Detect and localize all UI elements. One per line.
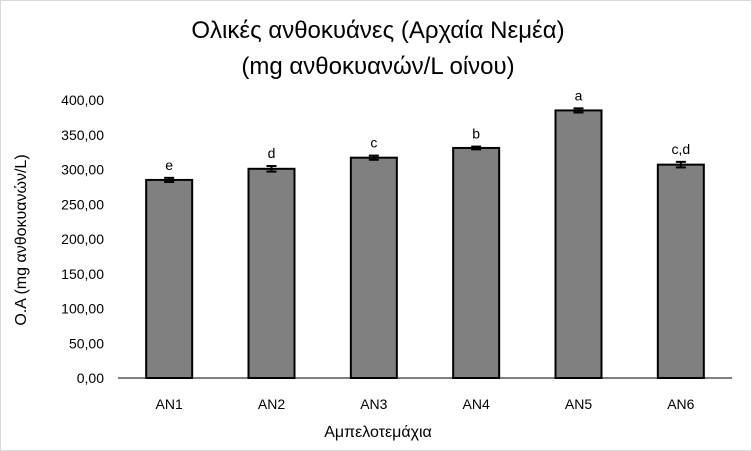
bar-an1 xyxy=(145,178,194,379)
significance-label-an6: c,d xyxy=(671,141,690,157)
bars-group xyxy=(145,109,705,380)
x-tick-label: AN6 xyxy=(667,396,694,412)
significance-labels: e d c b a c,d xyxy=(165,87,690,173)
y-tick-label: 0,00 xyxy=(77,370,104,386)
error-bar-an4 xyxy=(471,145,482,151)
significance-label-an4: b xyxy=(472,126,480,142)
error-bars-group xyxy=(164,107,686,184)
x-tick-label: AN4 xyxy=(463,396,490,412)
y-tick-label: 100,00 xyxy=(61,301,104,317)
y-tick-label: 300,00 xyxy=(61,162,104,178)
x-axis-label: Αμπελοτεμάχια xyxy=(324,424,432,441)
y-tick-label: 350,00 xyxy=(61,127,104,143)
y-tick-label: 200,00 xyxy=(61,231,104,247)
x-tick-label: AN2 xyxy=(258,396,285,412)
x-tick-label: AN5 xyxy=(565,396,592,412)
bar-an3 xyxy=(349,156,398,379)
error-bar-an6 xyxy=(675,160,686,169)
y-tick-label: 400,00 xyxy=(61,92,104,108)
significance-label-an3: c xyxy=(370,135,377,151)
x-tick-label: AN3 xyxy=(360,396,387,412)
chart-title-line-1: Ολικές ανθοκυάνες (Αρχαία Νεμέα) xyxy=(191,17,564,44)
chart-title-line-2: (mg ανθοκυανών/L οίνου) xyxy=(241,53,514,80)
error-bar-an1 xyxy=(164,176,175,184)
error-bar-an5 xyxy=(573,107,584,114)
y-tick-label: 150,00 xyxy=(61,266,104,282)
bar-an5 xyxy=(554,109,603,380)
significance-label-an2: d xyxy=(268,145,276,161)
significance-label-an5: a xyxy=(575,87,583,103)
x-axis-ticks: AN1 AN2 AN3 AN4 AN5 AN6 xyxy=(156,396,695,412)
error-bar-an3 xyxy=(368,154,379,161)
x-tick-label: AN1 xyxy=(156,396,183,412)
significance-label-an1: e xyxy=(165,157,173,173)
y-axis-ticks: 0,00 50,00 100,00 150,00 200,00 250,00 300,00 3… xyxy=(61,92,104,386)
y-axis-label: Ο.Α (mg ανθοκυανών/L) xyxy=(13,154,30,325)
bar-an4 xyxy=(452,146,501,379)
bar-an6 xyxy=(656,163,705,379)
y-tick-label: 250,00 xyxy=(61,196,104,212)
bar-an2 xyxy=(247,167,296,379)
y-tick-label: 50,00 xyxy=(69,335,104,351)
error-bar-an2 xyxy=(266,165,277,173)
